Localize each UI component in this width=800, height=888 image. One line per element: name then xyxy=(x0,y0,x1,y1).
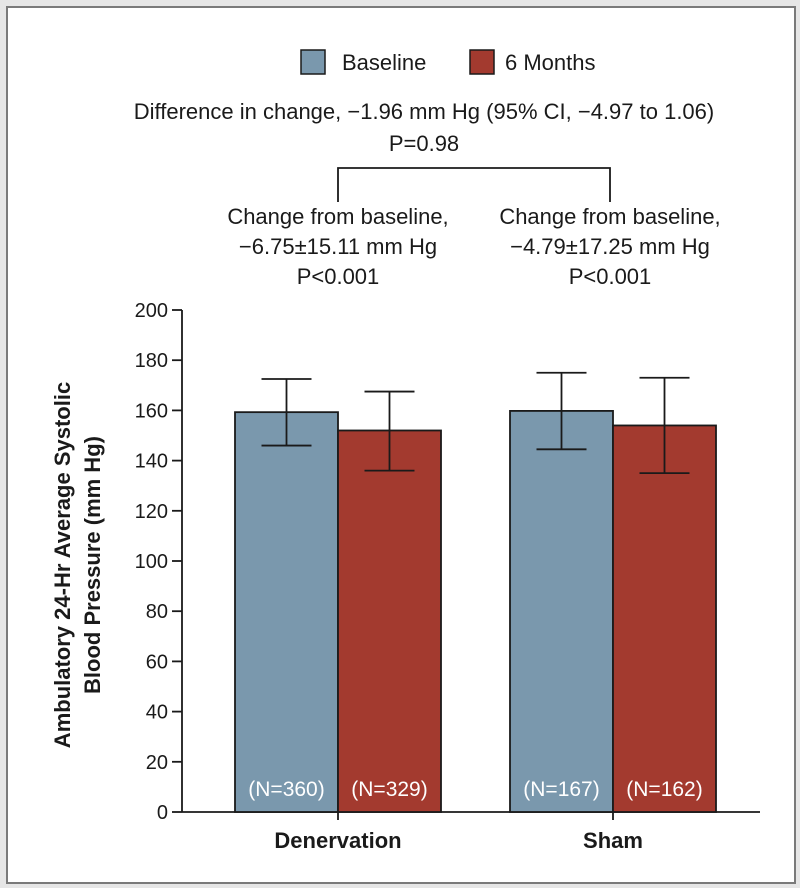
difference-in-change-text: Difference in change, −1.96 mm Hg (95% C… xyxy=(134,99,714,124)
bar-6-months-sham xyxy=(612,424,717,813)
denervation-change-p-value: P<0.001 xyxy=(297,264,380,289)
y-tick-label: 200 xyxy=(135,300,168,322)
figure-frame: Baseline 6 Months Difference in change, … xyxy=(6,6,796,884)
sample-size-label: (N=162) xyxy=(626,778,702,801)
sham-change-p-value: P<0.001 xyxy=(569,264,652,289)
sample-size-label: (N=167) xyxy=(523,778,599,801)
denervation-change-line2: −6.75±15.11 mm Hg xyxy=(239,234,437,259)
bar-baseline-sham xyxy=(509,410,614,813)
bar-6-months-denervation xyxy=(337,429,442,813)
sample-size-labels: (N=360) (N=329) (N=167) (N=162) xyxy=(248,778,702,801)
y-tick-label: 80 xyxy=(146,601,168,623)
sham-change-line2: −4.79±17.25 mm Hg xyxy=(510,234,710,259)
legend-label-baseline: Baseline xyxy=(342,50,426,75)
bar-baseline-denervation xyxy=(234,411,339,813)
y-tick-label: 120 xyxy=(135,501,168,523)
comparison-bracket xyxy=(337,167,611,202)
category-labels: Denervation Sham xyxy=(274,828,643,853)
y-tick-label: 40 xyxy=(146,702,168,724)
y-tick-label: 160 xyxy=(135,400,168,422)
legend: Baseline 6 Months xyxy=(300,49,596,75)
y-tick-label: 60 xyxy=(146,651,168,673)
error-bars xyxy=(261,371,690,475)
sample-size-label: (N=329) xyxy=(351,778,427,801)
denervation-change-line1: Change from baseline, xyxy=(227,204,448,229)
category-label-sham: Sham xyxy=(583,828,643,853)
bars xyxy=(234,410,717,813)
sample-size-label: (N=360) xyxy=(248,778,324,801)
bar-chart: Baseline 6 Months Difference in change, … xyxy=(50,49,760,853)
y-tick-labels: 0 20 40 60 80 100 120 140 160 180 200 xyxy=(135,300,168,824)
legend-swatch-baseline xyxy=(300,49,326,75)
difference-p-value: P=0.98 xyxy=(389,131,459,156)
legend-label-6-months: 6 Months xyxy=(505,50,596,75)
y-tick-label: 180 xyxy=(135,350,168,372)
sham-change-line1: Change from baseline, xyxy=(499,204,720,229)
legend-swatch-6-months xyxy=(469,49,495,75)
y-tick-label: 20 xyxy=(146,752,168,774)
y-axis-title-line1: Ambulatory 24-Hr Average Systolic xyxy=(50,382,75,748)
category-label-denervation: Denervation xyxy=(274,828,401,853)
y-tick-label: 0 xyxy=(157,802,168,824)
y-tick-label: 140 xyxy=(135,451,168,473)
y-axis-title-line2: Blood Pressure (mm Hg) xyxy=(80,436,105,694)
y-tick-label: 100 xyxy=(135,551,168,573)
